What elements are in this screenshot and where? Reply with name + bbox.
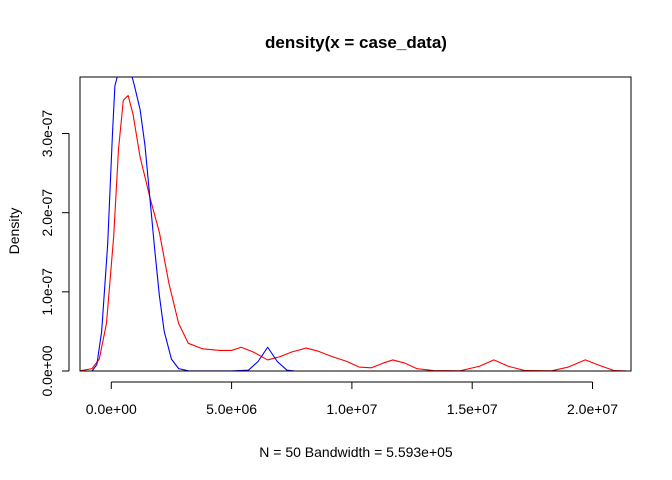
x-tick-label-2: 1.0e+07 (326, 401, 377, 417)
y-tick-label-2: 2.0e-07 (39, 189, 55, 237)
y-axis-label: Density (6, 208, 22, 255)
x-tick-label-3: 1.5e+07 (447, 401, 498, 417)
y-tick-label-3: 3.0e-07 (39, 110, 55, 158)
chart-title: density(x = case_data) (265, 33, 447, 52)
density-series-1 (80, 94, 627, 371)
y-tick-label-0: 0.0e+00 (39, 345, 55, 396)
x-tick-label-4: 2.0e+07 (567, 401, 618, 417)
plot-area: 0.0e+00 5.0e+06 1.0e+07 1.5e+07 2.0e+07 0.0e+… (39, 76, 632, 417)
y-tick-label-1: 1.0e-07 (39, 268, 55, 316)
x-tick-label-1: 5.0e+06 (206, 401, 257, 417)
x-axis-label: N = 50 Bandwidth = 5.593e+05 (259, 444, 453, 460)
density-series-2 (91, 77, 295, 371)
x-tick-label-0: 0.0e+00 (86, 401, 137, 417)
plot-frame (79, 76, 632, 372)
